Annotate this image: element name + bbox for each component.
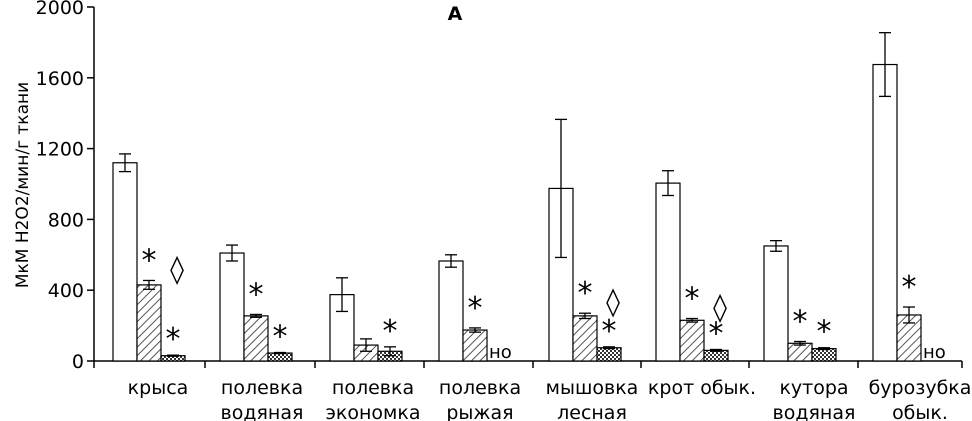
error-bar (167, 354, 179, 357)
bar-white (655, 182, 681, 362)
significance-star: * (902, 270, 917, 305)
diamond-marker: ◊ (713, 291, 727, 324)
error-bar (469, 327, 481, 333)
error-bar (794, 340, 806, 346)
y-tick-label: 1600 (36, 68, 84, 90)
error-bar (445, 254, 457, 268)
category-label: водяная (773, 402, 856, 421)
error-bar (879, 32, 891, 98)
error-bar (226, 244, 238, 262)
error-bar (686, 317, 698, 323)
bar-hatched (462, 329, 488, 362)
y-tick-label: 0 (72, 351, 84, 373)
error-bars (119, 32, 915, 357)
y-tick-label: 1200 (36, 139, 84, 161)
bars (112, 63, 922, 362)
error-bar (818, 347, 830, 351)
error-bar (555, 118, 567, 259)
significance-star: * (602, 314, 617, 349)
significance-star: * (709, 316, 724, 351)
bar-white (438, 260, 464, 362)
bar-white (872, 63, 898, 362)
significance-star: * (685, 282, 700, 317)
error-bar (603, 346, 615, 350)
category-label: рыжая (446, 402, 513, 421)
y-ticks: 0 400 800 1200 1600 2000 (36, 0, 94, 373)
significance-star: * (578, 276, 593, 311)
category-label: водяная (221, 402, 304, 421)
category-label: кутора (779, 377, 848, 399)
significance-star: * (468, 291, 483, 326)
bar-hatched (572, 315, 598, 362)
error-bar (250, 313, 262, 318)
significance-star: * (166, 322, 181, 357)
category-label: полевка (439, 377, 521, 399)
category-label: лесная (557, 402, 627, 421)
error-bar (143, 279, 155, 290)
not-detected-label: но (489, 342, 512, 363)
significance-star: * (817, 315, 832, 350)
significance-star: * (273, 320, 288, 355)
diamond-marker: ◊ (606, 285, 620, 318)
error-bar (384, 346, 396, 357)
y-tick-label: 400 (48, 280, 84, 302)
significance-star: * (383, 314, 398, 349)
error-bar (903, 306, 915, 324)
bar-white (763, 245, 789, 362)
chart-title: А (448, 3, 463, 25)
error-bar (662, 170, 674, 197)
error-bar (579, 312, 591, 320)
bar-hatched (679, 319, 705, 362)
error-bar (360, 338, 372, 352)
error-bar (710, 348, 722, 352)
error-bar (336, 277, 348, 313)
category-label: полевка (221, 377, 303, 399)
error-bar (770, 239, 782, 252)
bar-crosshatch (596, 347, 622, 362)
bar-white (219, 252, 245, 362)
bar-hatched (136, 284, 162, 362)
bar-hatched (243, 315, 269, 362)
annotations: * ◊*** **но* ◊** ◊* * **но (142, 243, 946, 363)
category-label: полевка (332, 377, 414, 399)
bar-hatched (787, 342, 813, 362)
category-label: крот обык. (648, 377, 756, 399)
diamond-marker: ◊ (170, 252, 184, 285)
significance-star: * (793, 305, 808, 340)
error-bar (119, 153, 131, 173)
category-label: крыса (128, 377, 189, 399)
category-label: бурозубка (869, 377, 972, 399)
bar-crosshatch (703, 349, 729, 362)
y-tick-label: 800 (48, 209, 84, 231)
category-label: экономка (325, 402, 420, 421)
bar-crosshatch (811, 348, 837, 362)
bar-white (112, 162, 138, 362)
significance-star: * (142, 243, 157, 278)
category-label: мышовка (546, 377, 639, 399)
category-labels: крыса полевка водяная полевка экономка полевк… (128, 377, 972, 421)
significance-star: * (249, 277, 264, 312)
not-detected-label: но (923, 342, 946, 363)
category-label: обык. (892, 402, 948, 421)
error-bar (274, 351, 286, 355)
y-axis-label: МкМ H2O2/мин/г ткани (13, 82, 33, 288)
y-tick-label: 2000 (36, 0, 84, 19)
